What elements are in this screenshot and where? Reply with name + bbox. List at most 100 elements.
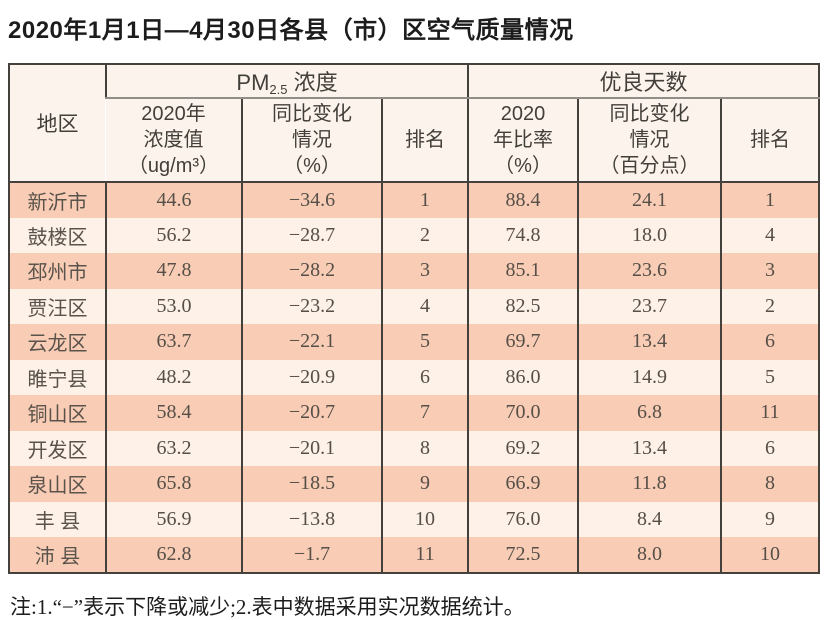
region-cell: 新沂市 [27,191,88,214]
pm-change-cell: −34.6 [241,182,382,218]
pm-value-cell: 56.2 [105,217,242,253]
sub-header-row: 2020年 浓度值 （ug/m³） 同比变化 情况 （%） 排名 2020 年比… [9,98,820,183]
pm-change-cell: −18.5 [241,466,382,502]
table-row: 新沂市 44.6 −34.6 1 88.4 24.1 1 [9,182,820,218]
rank-cell: 2 [720,288,820,324]
ratio-change-cell: 14.9 [577,359,722,395]
col-header-pm-value: 2020年 浓度值 （ug/m³） [106,98,242,183]
ratio-cell: 72.5 [467,537,579,573]
region-cell: 鼓楼区 [27,226,88,249]
pm25-label-prefix: PM [236,70,270,95]
pm-rank-cell: 5 [380,324,469,360]
pm25-label-subscript: 2.5 [269,82,288,97]
ratio-change-cell: 13.4 [577,430,722,466]
group-header-row: 地区 PM2.5 浓度 优良天数 [9,64,820,183]
pm-value-cell: 62.8 [105,537,242,573]
ratio-cell: 86.0 [467,359,579,395]
rank-cell: 4 [720,217,820,253]
footnote: 注:1.“−”表示下降或减少;2.表中数据采用实况数据统计。 [10,594,525,619]
region-cell: 邳州市 [27,262,88,285]
header-line: 年比率 [493,129,554,151]
region-cell: 丰 县 [34,510,81,533]
pm-value-cell: 53.0 [105,288,242,324]
header-line: 同比变化 [272,103,352,125]
pm-change-cell: −20.9 [241,359,382,395]
table-body: 新沂市 44.6 −34.6 1 88.4 24.1 1 鼓楼区 56.2 −28.7 2 74.8 1… [9,182,820,573]
pm-rank-cell: 4 [380,288,469,324]
header-line: 排名 [750,129,791,151]
pm-change-cell: −20.1 [241,430,382,466]
ratio-cell: 85.1 [467,253,579,289]
pm-value-cell: 58.4 [105,395,242,431]
pm-change-cell: −22.1 [241,324,382,360]
pm-rank-cell: 11 [380,537,469,573]
col-group-pm25: PM2.5 浓度 [104,64,469,99]
region-cell: 云龙区 [27,333,88,356]
ratio-cell: 88.4 [467,182,579,218]
pm25-label-suffix: 浓度 [287,70,338,95]
region-cell: 开发区 [27,439,88,462]
ratio-change-cell: 11.8 [577,466,722,502]
pm-rank-cell: 3 [380,253,469,289]
pm-rank-cell: 1 [380,182,469,218]
rank-cell: 10 [720,537,820,573]
header-line: 2020年 [141,103,206,125]
pm-value-cell: 44.6 [105,182,242,218]
table-row: 邳州市 47.8 −28.2 3 85.1 23.6 3 [9,253,820,289]
header-line: （ug/m³） [127,155,220,177]
col-header-region: 地区 [9,64,106,183]
col-group-good-days: 优良天数 [467,64,820,99]
header-line: （%） [494,155,552,177]
ratio-change-cell: 23.6 [577,253,722,289]
rank-cell: 11 [720,395,820,431]
ratio-cell: 70.0 [467,395,579,431]
header-line: 情况 [629,129,670,151]
table-row: 泉山区 65.8 −18.5 9 66.9 11.8 8 [9,466,820,502]
rank-cell: 9 [720,501,820,537]
header-line: 同比变化 [609,103,690,125]
pm-change-cell: −28.2 [241,253,382,289]
pm-rank-cell: 6 [380,359,469,395]
ratio-cell: 66.9 [467,466,579,502]
ratio-change-cell: 8.0 [577,537,722,573]
header-line: 情况 [292,129,332,151]
col-header-days-change: 同比变化 情况 （百分点） [577,98,722,183]
pm-value-cell: 65.8 [105,466,242,502]
header-line: 浓度值 [143,129,204,151]
air-quality-table: 地区 PM2.5 浓度 优良天数 2020年 浓度值 （ug/m³） 同比变化 … [8,63,821,574]
ratio-change-cell: 6.8 [577,395,722,431]
ratio-cell: 82.5 [467,288,579,324]
table-header: 地区 PM2.5 浓度 优良天数 2020年 浓度值 （ug/m³） 同比变化 … [9,64,820,183]
pm-change-cell: −1.7 [241,537,382,573]
pm-value-cell: 56.9 [105,501,242,537]
pm-change-cell: −23.2 [241,288,382,324]
region-cell: 沛 县 [34,545,81,568]
page-title: 2020年1月1日—4月30日各县（市）区空气质量情况 [8,17,574,44]
pm-rank-cell: 10 [380,501,469,537]
header-line: 2020 [500,103,546,125]
ratio-change-cell: 8.4 [577,501,722,537]
pm-rank-cell: 2 [380,217,469,253]
table-row: 开发区 63.2 −20.1 8 69.2 13.4 6 [9,430,820,466]
table-row: 贾汪区 53.0 −23.2 4 82.5 23.7 2 [9,288,820,324]
region-cell: 铜山区 [27,404,88,427]
region-cell: 睢宁县 [27,368,88,391]
ratio-cell: 76.0 [467,501,579,537]
pm-change-cell: −20.7 [241,395,382,431]
table-row: 丰 县 56.9 −13.8 10 76.0 8.4 9 [9,501,820,537]
region-cell: 泉山区 [27,475,88,498]
header-line: （百分点） [599,155,700,177]
ratio-change-cell: 23.7 [577,288,722,324]
col-header-pm-rank: 排名 [380,98,469,183]
header-line: （%） [283,155,341,177]
rank-cell: 6 [720,430,820,466]
pm-value-cell: 47.8 [105,253,242,289]
ratio-change-cell: 13.4 [577,324,722,360]
rank-cell: 1 [720,182,820,218]
pm-rank-cell: 9 [380,466,469,502]
col-header-days-ratio: 2020 年比率 （%） [467,98,579,183]
rank-cell: 6 [720,324,820,360]
pm-value-cell: 63.7 [105,324,242,360]
rank-cell: 8 [720,466,820,502]
pm-rank-cell: 7 [380,395,469,431]
